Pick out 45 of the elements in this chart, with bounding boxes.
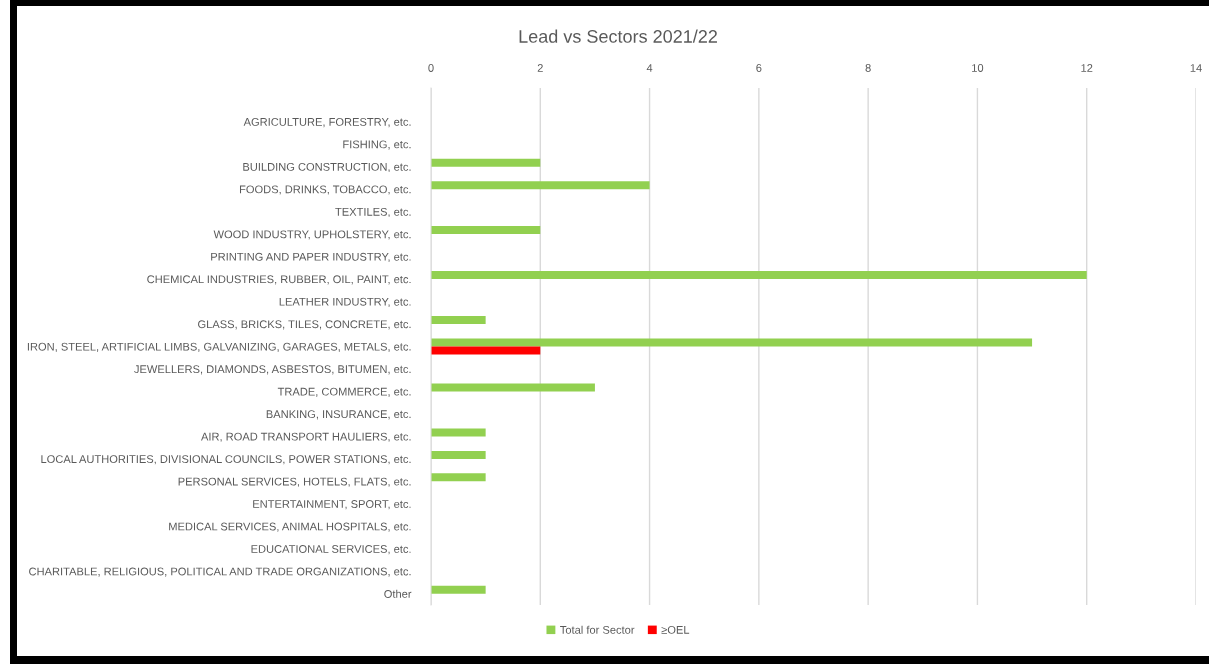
bar — [431, 271, 1087, 280]
bar — [431, 450, 486, 459]
y-tick-label: FOODS, DRINKS, TOBACCO, etc. — [239, 185, 411, 195]
bar — [431, 338, 1033, 347]
y-tick-label: TEXTILES, etc. — [335, 207, 411, 218]
x-tick-label: 0 — [428, 64, 434, 72]
bar — [431, 473, 486, 482]
y-tick-label: ENTERTAINMENT, SPORT, etc. — [253, 500, 411, 510]
y-tick-label: CHARITABLE, RELIGIOUS, POLITICAL AND TRADE ORGANIZATIONS, etc. — [29, 567, 411, 577]
y-tick-label: EDUCATIONAL SERVICES, etc. — [251, 545, 411, 555]
chart-title: Lead vs Sectors 2021/22 — [519, 29, 717, 43]
y-tick-label: FISHING, etc. — [343, 140, 411, 150]
bar — [431, 346, 541, 355]
y-tick-label: JEWELLERS, DIAMONDS, ASBESTOS, BITUMEN, etc. — [134, 365, 411, 375]
bar — [431, 158, 541, 167]
y-tick-label: LEATHER INDUSTRY, etc. — [279, 297, 411, 307]
y-tick-label: LOCAL AUTHORITIES, DIVISIONAL COUNCILS, POWER STATIONS, etc. — [41, 455, 411, 465]
y-tick-label: WOOD INDUSTRY, UPHOLSTERY, etc. — [213, 230, 411, 240]
legend-label: Total for Sector — [560, 625, 635, 634]
y-tick-label: BUILDING CONSTRUCTION, etc. — [243, 162, 411, 173]
legend-label: ≥OEL — [661, 625, 690, 634]
x-tick-label: 12 — [1081, 64, 1093, 72]
x-tick-label: 6 — [756, 64, 762, 72]
x-tick-label: 10 — [972, 64, 984, 72]
bar — [431, 316, 486, 325]
y-tick-label: AGRICULTURE, FORESTRY, etc. — [243, 117, 411, 128]
bar — [431, 383, 595, 392]
y-tick-label: BANKING, INSURANCE, etc. — [266, 410, 411, 420]
bar — [431, 585, 486, 594]
bar — [431, 181, 650, 190]
y-tick-label: TRADE, COMMERCE, etc. — [277, 387, 411, 397]
x-tick-label: 14 — [1190, 64, 1202, 72]
y-tick-label: IRON, STEEL, ARTIFICIAL LIMBS, GALVANIZING, GARAGES, METALS, etc. — [27, 342, 411, 352]
x-tick-label: 8 — [865, 64, 871, 72]
x-tick-label: 2 — [537, 64, 543, 72]
bar — [431, 428, 486, 437]
y-tick-label: PRINTING AND PAPER INDUSTRY, etc. — [211, 252, 411, 263]
y-tick-label: Other — [384, 589, 412, 598]
x-tick-label: 4 — [646, 64, 653, 72]
y-tick-label: MEDICAL SERVICES, ANIMAL HOSPITALS, etc. — [169, 522, 411, 532]
bar — [431, 226, 541, 235]
y-tick-label: CHEMICAL INDUSTRIES, RUBBER, OIL, PAINT, etc. — [147, 275, 411, 285]
y-tick-label: PERSONAL SERVICES, HOTELS, FLATS, etc. — [178, 477, 411, 487]
y-tick-label: AIR, ROAD TRANSPORT HAULIERS, etc. — [201, 432, 411, 442]
y-tick-label: GLASS, BRICKS, TILES, CONCRETE, etc. — [198, 320, 411, 330]
